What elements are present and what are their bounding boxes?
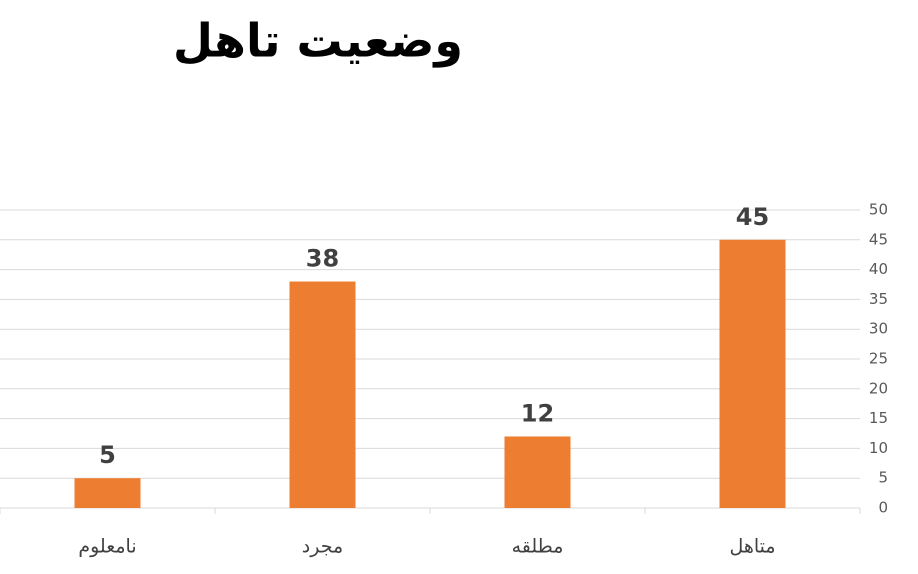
bar (74, 478, 141, 508)
value-label: 5 (99, 441, 116, 469)
y-tick-label: 25 (869, 350, 888, 368)
y-tick-label: 5 (878, 469, 888, 487)
y-tick-label: 40 (869, 260, 888, 278)
y-tick-label: 15 (869, 409, 888, 427)
y-tick-label: 10 (869, 439, 888, 457)
chart-title: وضعیت تاهل (173, 14, 463, 68)
y-tick-label: 50 (869, 201, 888, 219)
y-tick-label: 0 (878, 499, 888, 517)
y-tick-label: 30 (869, 320, 888, 338)
y-tick-label: 45 (869, 230, 888, 248)
bar (289, 281, 356, 508)
x-tick-label: مجرد (302, 536, 343, 558)
value-label: 38 (306, 245, 339, 273)
x-tick-label: متاهل (729, 536, 775, 558)
value-label: 12 (521, 399, 554, 427)
bar (504, 436, 571, 508)
bar (719, 239, 786, 509)
y-tick-label: 35 (869, 290, 888, 308)
x-tick-label: نامعلوم (78, 536, 136, 558)
y-tick-label: 20 (869, 379, 888, 397)
value-label: 45 (736, 203, 769, 231)
x-tick-label: مطلقه (512, 536, 564, 558)
